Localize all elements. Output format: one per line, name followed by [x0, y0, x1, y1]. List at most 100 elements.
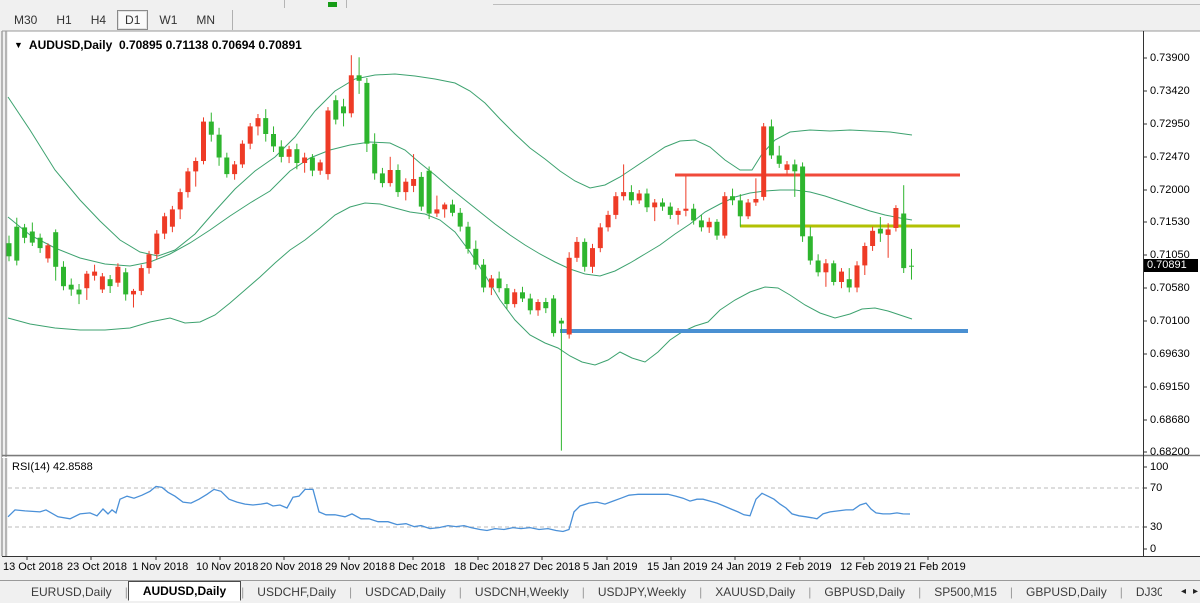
toolbar-fragment-divider — [284, 0, 285, 8]
bollinger-lower-band — [7, 202, 913, 366]
candle-body-down — [6, 243, 12, 257]
candle-body-down — [356, 75, 362, 81]
price-axis-label: 0.72000 — [1150, 184, 1190, 196]
candle-body-up — [761, 126, 767, 197]
candle-body-up — [239, 143, 245, 165]
candle-body-down — [691, 208, 697, 221]
candle-body-down — [481, 264, 487, 288]
time-axis-label: 20 Nov 2018 — [260, 561, 323, 573]
time-axis-label: 5 Jan 2019 — [583, 561, 638, 573]
chart-tab-bar: EURUSD,Daily | AUDUSD,Daily | USDCHF,Daily | U… — [0, 580, 1200, 603]
time-axis-label: 24 Jan 2019 — [711, 561, 772, 573]
tab-gbpusd-daily[interactable]: GBPUSD,Daily — [824, 585, 906, 599]
candle-body-down — [527, 298, 533, 311]
tab-usdchf-daily[interactable]: USDCHF,Daily — [257, 585, 336, 599]
candle-body-down — [628, 192, 634, 201]
price-axis-label: 0.72950 — [1150, 118, 1190, 130]
candle-body-down — [909, 265, 914, 267]
candle-body-up — [574, 241, 580, 258]
candle-body-up — [169, 209, 175, 227]
candle-body-down — [768, 126, 774, 156]
candle-body-down — [737, 200, 743, 217]
current-price-tag: 0.70891 — [1144, 259, 1198, 272]
candle-body-down — [714, 221, 720, 236]
candle-body-up — [621, 192, 627, 197]
price-axis-label: 0.69630 — [1150, 348, 1190, 360]
tab-eurusd-daily[interactable]: EURUSD,Daily — [31, 585, 112, 599]
tab-usdjpy-weekly[interactable]: USDJPY,Weekly — [597, 585, 687, 599]
candle-body-up — [745, 202, 751, 217]
timeframe-button-m30[interactable]: M30 — [14, 12, 38, 27]
candle-body-up — [597, 227, 603, 249]
tab-divider: | — [918, 585, 922, 599]
price-axis-label: 0.73900 — [1150, 52, 1190, 64]
candle-body-up — [177, 192, 183, 210]
candle-body-down — [776, 155, 782, 164]
candle-body-up — [442, 204, 448, 210]
candles-layer — [6, 55, 914, 451]
rsi-pane-background — [8, 458, 1143, 556]
timeframe-button-d1[interactable]: D1 — [117, 9, 149, 30]
candle-body-down — [831, 263, 837, 282]
candle-body-up — [512, 292, 518, 305]
candle-body-down — [807, 236, 813, 261]
timeframe-button-h4[interactable]: H4 — [90, 12, 107, 27]
tab-divider: | — [124, 585, 128, 599]
time-axis-label: 13 Oct 2018 — [3, 561, 63, 573]
candle-body-down — [543, 302, 549, 309]
timeframe-button-h1[interactable]: H1 — [56, 12, 72, 27]
bollinger-middle-band — [7, 141, 913, 277]
candle-body-up — [706, 221, 712, 228]
candle-body-down — [877, 228, 883, 234]
tab-sp500-m15[interactable]: SP500,M15 — [934, 585, 997, 599]
toolbar-divider — [232, 9, 234, 30]
candle-body-up — [753, 199, 759, 203]
candle-body-down — [698, 220, 704, 228]
chevron-down-icon[interactable]: ▼ — [14, 40, 23, 50]
candle-body-down — [271, 134, 276, 147]
candle-body-down — [667, 206, 673, 215]
rsi-axis-label: 0 — [1150, 543, 1157, 555]
tab-usdcnh-weekly[interactable]: USDCNH,Weekly — [474, 585, 569, 599]
candle-body-up — [193, 161, 199, 172]
candle-body-down — [800, 166, 806, 237]
candle-body-up — [162, 216, 168, 234]
candle-body-up — [348, 75, 354, 114]
candle-body-down — [504, 288, 510, 305]
candle-body-down — [53, 232, 59, 267]
candle-body-up — [255, 118, 261, 127]
candle-body-up — [325, 110, 331, 175]
tab-divider: | — [1119, 585, 1123, 599]
candle-body-up — [862, 246, 868, 266]
time-axis-label: 18 Dec 2018 — [454, 561, 517, 573]
candle-body-up — [839, 271, 844, 282]
scroll-left-icon[interactable]: ◂ — [1180, 586, 1186, 597]
candle-body-down — [395, 170, 401, 193]
candle-body-up — [247, 126, 253, 144]
rsi-axis-label: 100 — [1150, 461, 1169, 473]
candle-body-down — [465, 226, 471, 249]
chart-symbol-label: AUDUSD,Daily — [28, 38, 113, 52]
time-axis-label: 2 Feb 2019 — [776, 561, 832, 573]
tab-gbpusd-daily[interactable]: GBPUSD,Daily — [1026, 585, 1107, 599]
time-axis-label: 27 Dec 2018 — [518, 561, 581, 573]
price-axis-label: 0.70580 — [1150, 282, 1190, 294]
timeframe-button-w1[interactable]: W1 — [159, 12, 178, 27]
tab-audusd-daily[interactable]: AUDUSD,Daily — [127, 581, 242, 601]
candle-body-up — [387, 170, 393, 184]
timeframe-button-mn[interactable]: MN — [196, 12, 216, 27]
scroll-right-icon[interactable]: ▸ — [1192, 586, 1198, 597]
candle-body-up — [605, 214, 611, 228]
tab-xauusd-daily[interactable]: XAUUSD,Daily — [715, 585, 796, 599]
rsi-axis-label: 70 — [1150, 482, 1163, 494]
candle-body-up — [232, 164, 238, 175]
candle-body-down — [418, 176, 424, 207]
candle-body-down — [426, 170, 432, 214]
candle-body-up — [317, 162, 323, 171]
candle-body-down — [294, 149, 300, 163]
candle-body-up — [823, 263, 829, 273]
candle-body-up — [201, 121, 206, 161]
candle-body-down — [364, 82, 370, 144]
tab-usdcad-daily[interactable]: USDCAD,Daily — [365, 585, 446, 599]
candle-body-up — [652, 202, 658, 208]
